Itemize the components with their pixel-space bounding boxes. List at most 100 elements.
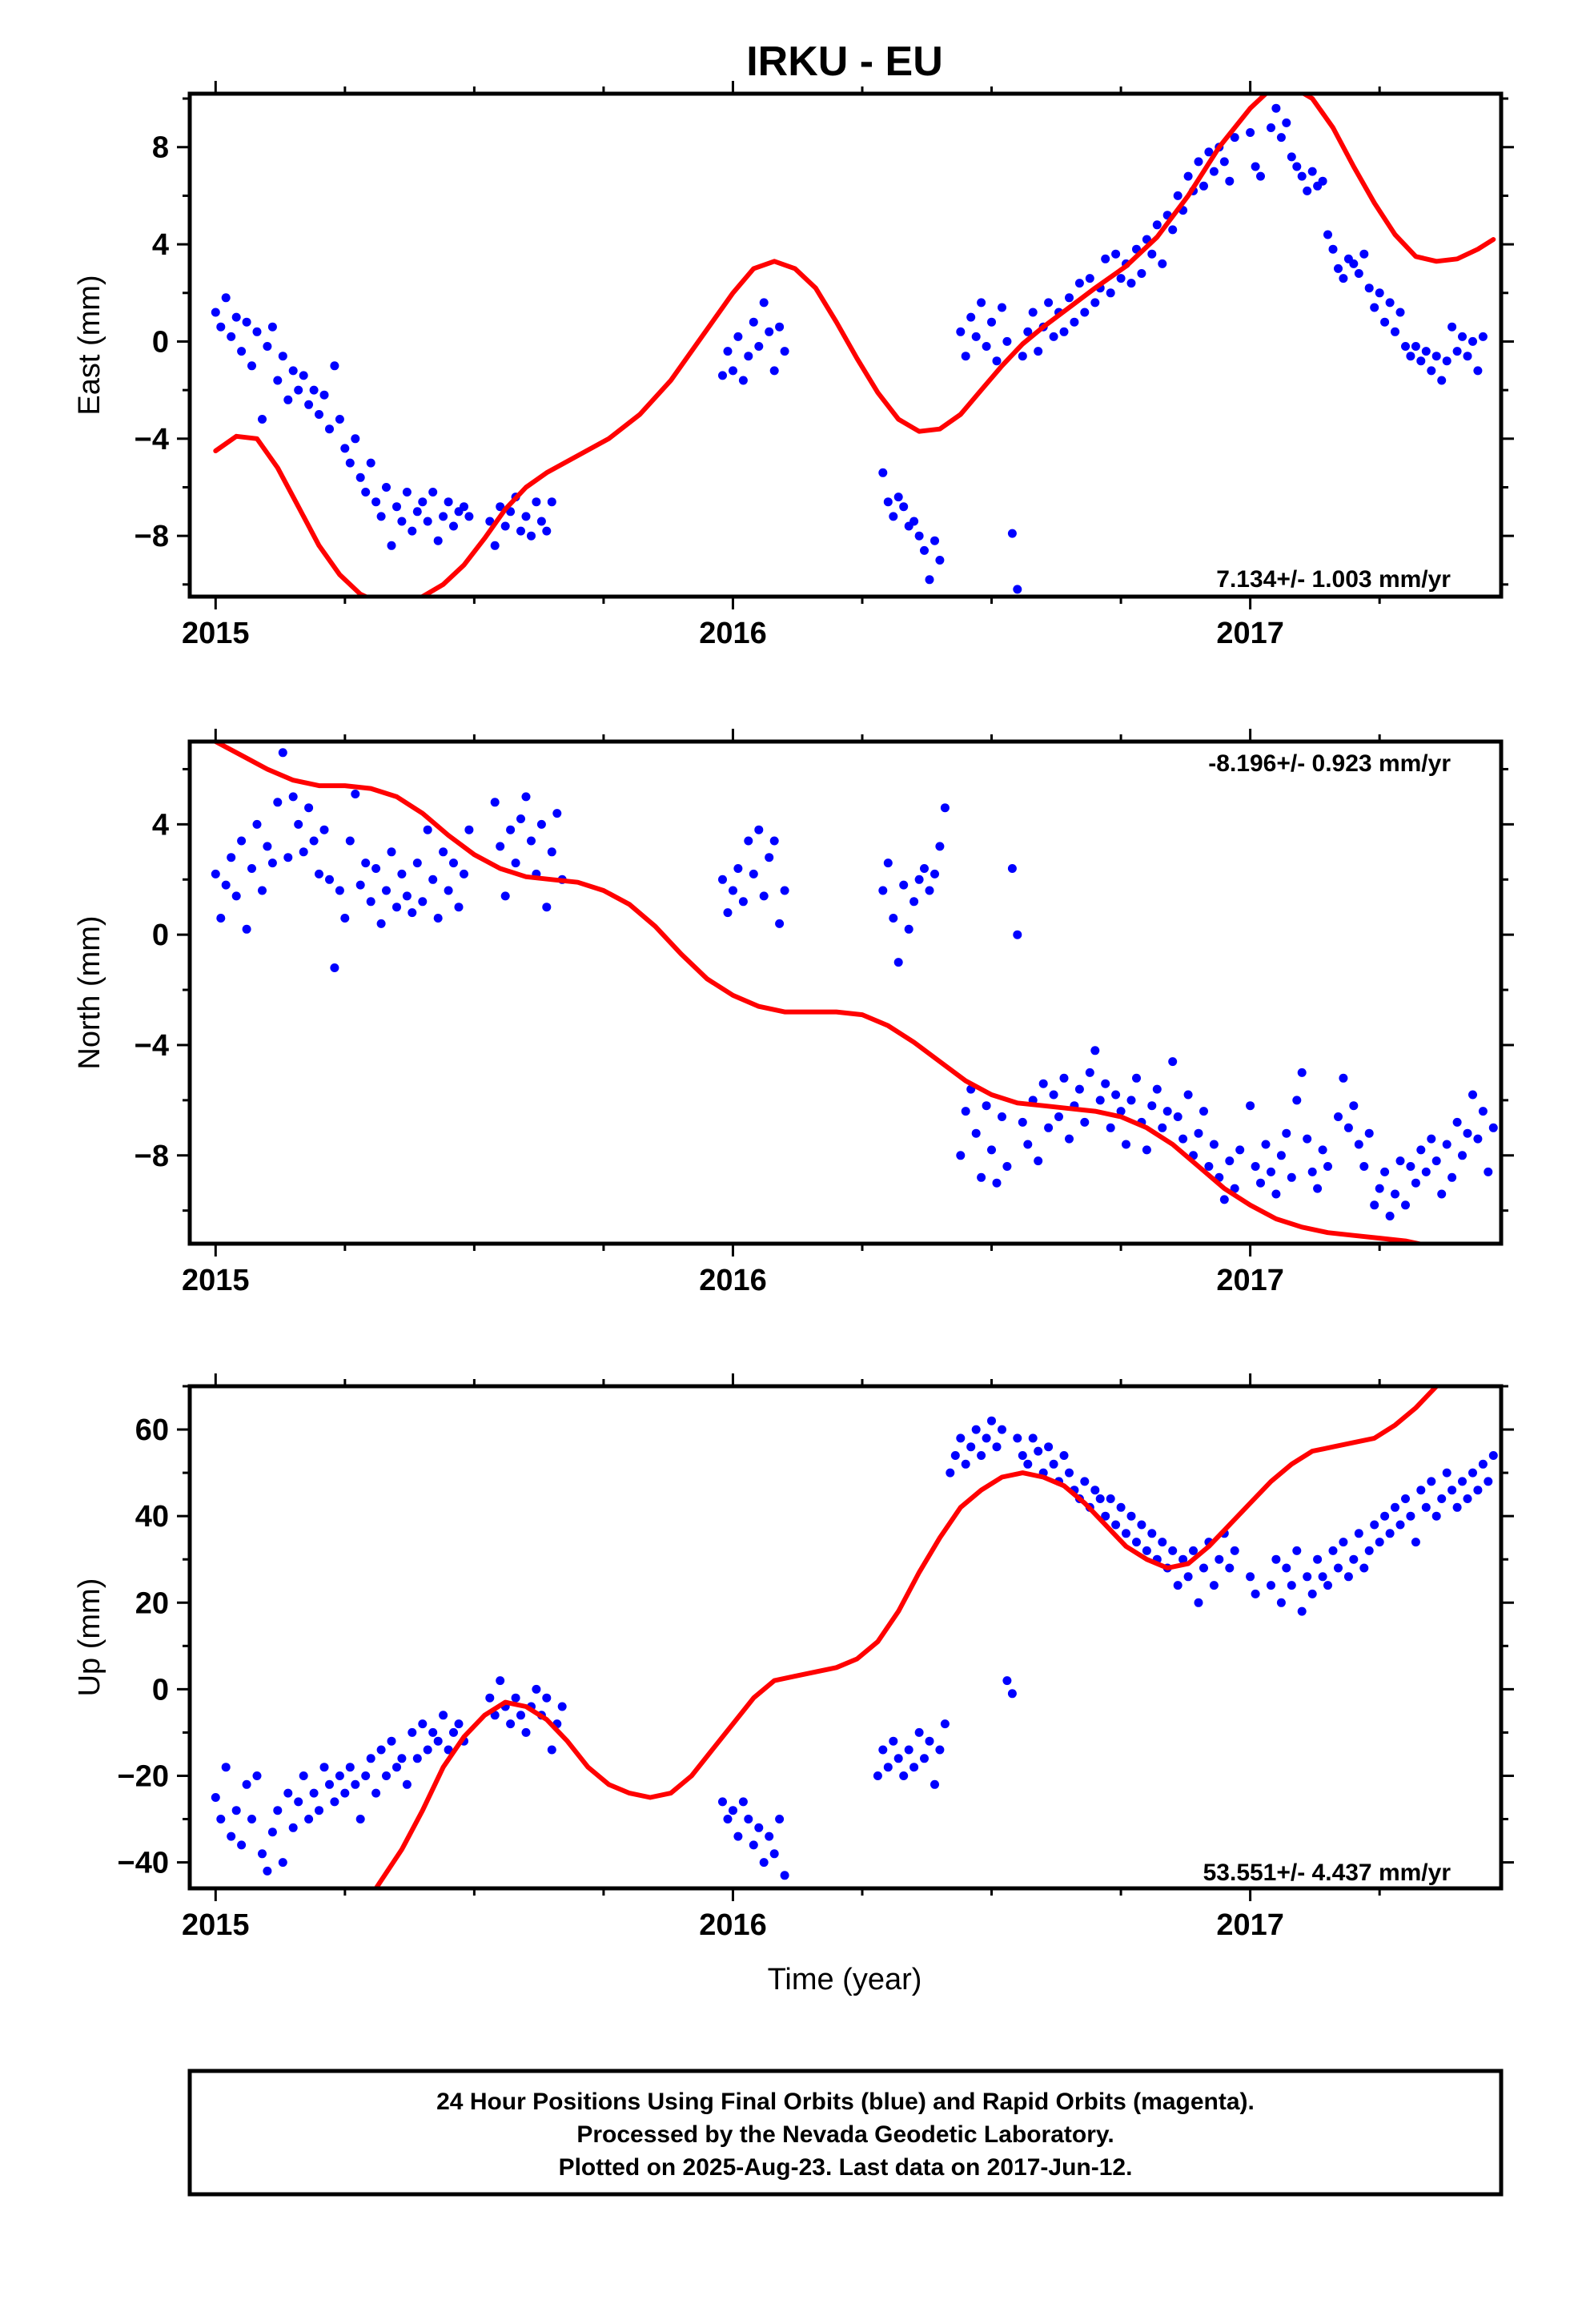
- x-tick-label: 2017: [1216, 617, 1284, 650]
- east-data-point: [325, 424, 334, 434]
- up-data-point: [754, 1823, 764, 1832]
- up-data-point: [355, 1815, 365, 1823]
- north-data-point: [1271, 1189, 1281, 1199]
- north-data-point: [1142, 1145, 1151, 1155]
- up-data-point: [889, 1736, 898, 1746]
- north-data-point: [930, 869, 939, 879]
- east-data-point: [1018, 352, 1027, 361]
- up-data-point: [1323, 1581, 1332, 1590]
- north-data-point: [899, 880, 909, 890]
- up-data-point: [1002, 1676, 1012, 1686]
- north-data-point: [1007, 864, 1017, 873]
- up-data-point: [873, 1771, 882, 1780]
- north-data-point: [1421, 1167, 1431, 1176]
- up-data-point: [340, 1788, 350, 1798]
- east-data-point: [532, 497, 541, 507]
- north-data-point: [283, 853, 293, 862]
- east-data-point: [1023, 327, 1033, 336]
- east-data-point: [759, 298, 769, 308]
- east-data-point: [237, 347, 247, 356]
- east-data-point: [319, 390, 329, 400]
- up-data-point: [299, 1771, 308, 1780]
- north-data-point: [1261, 1140, 1271, 1149]
- north-data-point: [237, 836, 247, 846]
- east-data-point: [288, 366, 298, 376]
- up-data-point: [1044, 1442, 1054, 1452]
- east-data-point: [1007, 529, 1017, 538]
- up-data-point: [1267, 1581, 1275, 1590]
- north-data-point: [754, 825, 764, 834]
- north-data-point: [542, 903, 552, 912]
- footer-frame: [187, 2069, 1504, 2197]
- north-data-point: [402, 891, 412, 901]
- north-data-point: [1437, 1189, 1447, 1199]
- north-data-point: [1431, 1156, 1441, 1166]
- up-data-point: [738, 1797, 748, 1807]
- up-data-point: [402, 1779, 412, 1789]
- east-data-point: [247, 361, 256, 371]
- east-data-point: [1230, 133, 1239, 143]
- up-data-point: [904, 1745, 913, 1755]
- up-data-point: [1116, 1502, 1126, 1512]
- up-data-point: [780, 1871, 789, 1880]
- north-data-point: [744, 836, 753, 846]
- east-data-point: [500, 521, 510, 531]
- x-axis-label: Time (year): [768, 1963, 922, 1996]
- up-data-point: [1468, 1468, 1477, 1478]
- east-data-point: [1359, 249, 1369, 259]
- up-data-point: [914, 1727, 924, 1737]
- north-data-point: [909, 897, 919, 907]
- north-data-point: [1406, 1162, 1415, 1171]
- north-data-point: [444, 886, 453, 895]
- up-data-point: [1431, 1511, 1441, 1521]
- up-data-point: [1090, 1486, 1100, 1495]
- north-data-point: [1065, 1134, 1074, 1144]
- up-data-point: [1406, 1511, 1415, 1521]
- up-data-point: [1158, 1538, 1167, 1547]
- north-data-point: [1209, 1140, 1219, 1149]
- east-data-point: [925, 575, 934, 585]
- up-data-point: [376, 1745, 386, 1755]
- up-rate-label: 53.551+/- 4.437 mm/yr: [1203, 1860, 1452, 1886]
- east-data-point: [982, 342, 991, 351]
- up-data-point: [1297, 1606, 1307, 1616]
- east-data-point: [1282, 118, 1291, 127]
- north-data-point: [961, 1107, 970, 1116]
- up-data-point: [361, 1771, 371, 1780]
- east-data-point: [1137, 269, 1146, 278]
- up-data-point: [946, 1468, 955, 1478]
- up-data-point: [351, 1779, 360, 1789]
- north-data-point: [418, 897, 428, 907]
- up-data-point: [397, 1754, 407, 1763]
- north-model-curve: [213, 742, 1431, 1244]
- north-data-point: [387, 847, 396, 857]
- north-data-point: [1313, 1184, 1323, 1193]
- north-data-point: [977, 1172, 986, 1182]
- east-model-curve: [213, 94, 1496, 597]
- up-data-point: [516, 1711, 525, 1720]
- up-data-point: [304, 1815, 314, 1823]
- north-data-point: [1152, 1084, 1162, 1094]
- east-data-point: [351, 434, 360, 444]
- north-data-point: [998, 1112, 1006, 1121]
- north-data-point: [1049, 1090, 1058, 1100]
- up-data-point: [278, 1858, 287, 1868]
- up-data-point: [1230, 1546, 1239, 1555]
- east-data-point: [1173, 191, 1182, 200]
- east-data-point: [412, 507, 422, 517]
- east-panel: 2015 2016 2017 −8 −4 0 4 8 East (mm) 7.134+/- 1.0…: [73, 81, 1514, 650]
- up-data-point: [1391, 1502, 1399, 1512]
- north-data-point: [987, 1145, 996, 1155]
- up-data-point: [1007, 1689, 1017, 1699]
- east-data-point: [536, 517, 546, 526]
- east-data-point: [729, 366, 737, 376]
- east-data-point: [1276, 133, 1286, 143]
- east-data-point: [1111, 249, 1121, 259]
- east-data-point: [1158, 259, 1167, 268]
- east-data-point: [899, 502, 909, 512]
- north-data-point: [263, 842, 272, 851]
- east-data-point: [335, 415, 344, 424]
- up-data-point: [1194, 1598, 1203, 1607]
- north-data-point: [299, 847, 308, 857]
- north-data-point: [1126, 1096, 1136, 1105]
